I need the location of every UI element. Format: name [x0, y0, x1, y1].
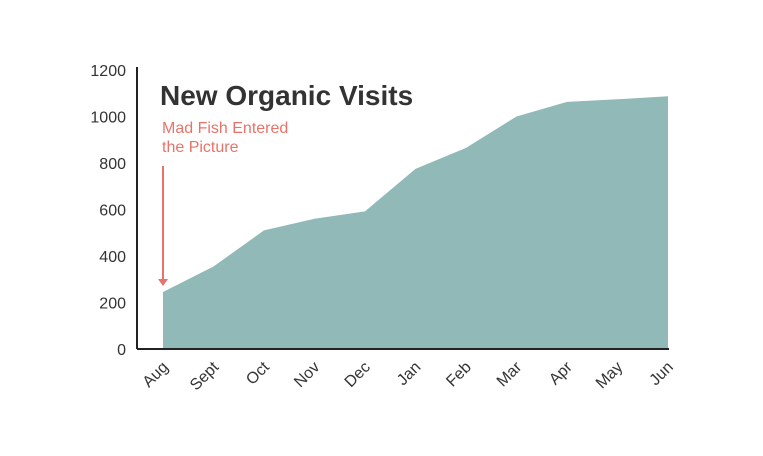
x-tick-labels: Aug Sept Oct Nov Dec Jan Feb Mar Apr May Jun: [140, 358, 677, 394]
x-tick-label: May: [593, 359, 626, 392]
annotation-text-line1: Mad Fish Entered: [162, 120, 288, 137]
y-tick-label: 400: [99, 249, 126, 266]
annotation-text-line2: the Picture: [162, 139, 239, 156]
y-tick-label: 600: [99, 203, 126, 220]
area-series: [163, 96, 668, 350]
annotation: Mad Fish Entered the Picture: [158, 120, 288, 286]
x-tick-label: Nov: [291, 359, 323, 391]
y-tick-label: 0: [117, 342, 126, 359]
x-tick-label: Jun: [647, 359, 677, 389]
y-tick-label: 1000: [90, 110, 126, 127]
area-series-layer: [163, 96, 668, 350]
x-tick-label: Feb: [443, 359, 475, 391]
y-tick-label: 1200: [90, 63, 126, 80]
x-tick-label: Oct: [243, 358, 273, 388]
y-tick-labels: 0 200 400 600 800 1000 1200: [90, 63, 126, 359]
y-tick-label: 800: [99, 156, 126, 173]
chart-title: New Organic Visits: [160, 80, 413, 111]
x-tick-label: Mar: [494, 358, 526, 390]
y-tick-label: 200: [99, 296, 126, 313]
axes: [136, 67, 669, 350]
x-tick-label: Dec: [342, 359, 374, 391]
x-tick-label: Sept: [187, 358, 223, 394]
x-tick-label: Apr: [546, 358, 576, 388]
x-tick-label: Aug: [140, 359, 172, 391]
x-tick-label: Jan: [394, 359, 424, 389]
annotation-arrow-head: [158, 279, 168, 286]
